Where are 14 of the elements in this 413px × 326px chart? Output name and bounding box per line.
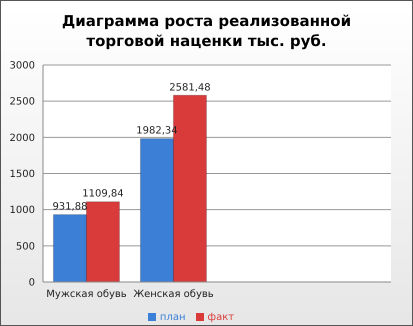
x-tick-label: Мужская обувь: [46, 289, 127, 300]
y-tick-label: 2000: [10, 132, 35, 144]
data-label: 2581,48: [169, 82, 211, 94]
y-tick-label: 3000: [10, 60, 35, 72]
y-tick-label: 500: [16, 241, 35, 252]
legend-label: факт: [208, 312, 234, 323]
legend-label: план: [160, 312, 186, 323]
y-tick-label: 1500: [10, 169, 35, 180]
data-label: 1109,84: [82, 188, 124, 200]
chart-title: Диаграмма роста реализованной торговой наценки тыс. руб.: [60, 11, 352, 51]
y-tick-label: 2500: [10, 96, 35, 108]
y-tick-label: 1000: [10, 205, 35, 216]
x-tick-label: Женская обувь: [133, 289, 214, 300]
y-tick-label: 0: [28, 278, 35, 289]
